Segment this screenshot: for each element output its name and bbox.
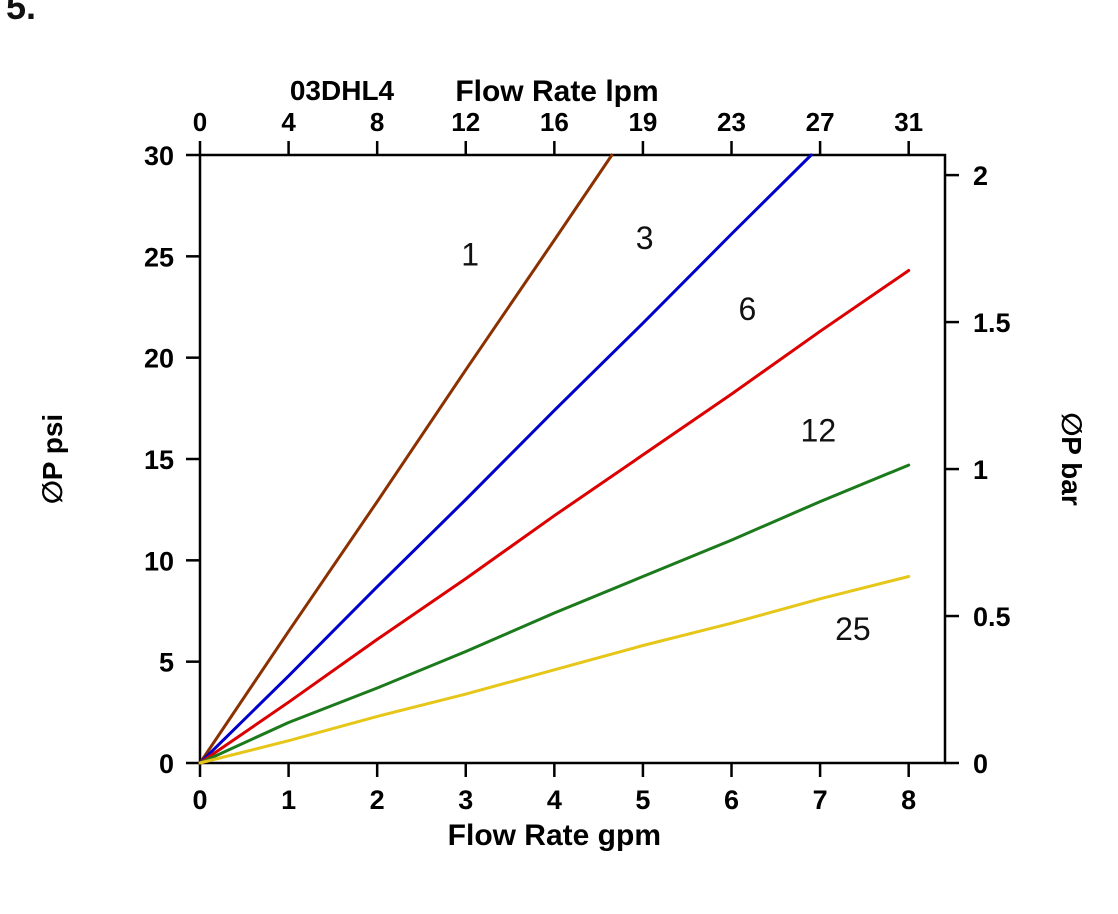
x-axis-tick-label: 2 (370, 785, 385, 815)
right-y-axis-title: ∅P bar (1056, 412, 1087, 506)
right-axis-tick-label: 2 (973, 161, 988, 191)
series-line-6 (198, 269, 911, 765)
x-axis-tick-label: 8 (901, 785, 916, 815)
y-axis-tick-label: 10 (144, 546, 174, 576)
top-axis-tick-label: 8 (370, 107, 384, 137)
series-line-3 (198, 153, 813, 765)
right-axis-tick-label: 0.5 (973, 602, 1011, 632)
x-axis-tick-label: 7 (813, 785, 828, 815)
x-axis-tick-label: 1 (281, 785, 296, 815)
top-axis-tick-label: 4 (281, 107, 296, 137)
top-axis-tick-label: 27 (806, 107, 835, 137)
series-label-6: 6 (739, 291, 757, 327)
series-line-25 (198, 575, 911, 765)
y-axis-tick-label: 20 (144, 344, 174, 374)
chart-title: 03DHL4 (290, 75, 395, 106)
series-line-12 (198, 463, 911, 765)
top-axis-tick-label: 19 (628, 107, 657, 137)
series-line-1 (198, 153, 614, 765)
top-axis-tick-label: 0 (193, 107, 207, 137)
x-axis-tick-label: 5 (635, 785, 650, 815)
y-axis-tick-label: 5 (159, 648, 174, 678)
top-axis-tick-label: 31 (894, 107, 923, 137)
y-axis-tick-label: 30 (144, 141, 174, 171)
y-axis-tick-label: 25 (144, 242, 174, 272)
figure-label: 5. (6, 0, 37, 27)
right-axis-tick-label: 0 (973, 749, 988, 779)
top-axis-tick-label: 23 (717, 107, 746, 137)
x-axis-tick-label: 3 (458, 785, 473, 815)
series-label-12: 12 (801, 413, 837, 449)
x-axis-tick-label: 0 (192, 785, 207, 815)
y-axis-tick-label: 15 (144, 445, 174, 475)
right-axis-tick-label: 1.5 (973, 308, 1011, 338)
plot-frame (198, 153, 947, 765)
x-axis-tick-label: 6 (724, 785, 739, 815)
x-axis-tick-label: 4 (547, 785, 562, 815)
series-label-3: 3 (636, 220, 654, 256)
series-label-1: 1 (461, 236, 479, 272)
top-axis-tick-label: 12 (451, 107, 480, 137)
left-y-axis-title: ∅P psi (37, 414, 68, 504)
top-axis-tick-label: 16 (540, 107, 569, 137)
series-label-25: 25 (835, 611, 871, 647)
y-axis-tick-label: 0 (159, 749, 174, 779)
x-axis-title: Flow Rate gpm (448, 819, 661, 852)
top-axis-title: Flow Rate lpm (455, 75, 658, 108)
right-axis-tick-label: 1 (973, 455, 988, 485)
